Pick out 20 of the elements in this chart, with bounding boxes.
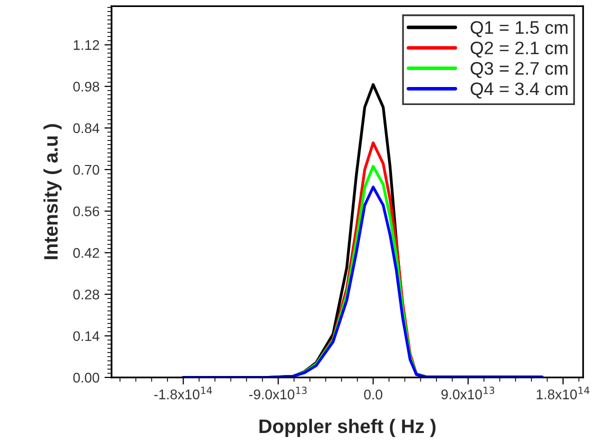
y-tick-label: 0.70 xyxy=(73,164,100,175)
y-tick-label: 0.28 xyxy=(73,290,100,300)
y-tick-label: 1.12 xyxy=(74,40,100,50)
y-tick-label: 0.00 xyxy=(73,372,100,383)
y-tick-label: 0.98 xyxy=(73,82,100,92)
y-tick-label: 0.42 xyxy=(73,248,100,258)
legend-label: Q1 = 1.5 cm xyxy=(470,21,568,38)
x-tick-label: -9.0x10$^{13}$ xyxy=(249,386,307,400)
y-axis-title: Intensity ( a.u ) xyxy=(43,124,62,260)
legend-label: Q4 = 3.4 cm xyxy=(470,82,568,98)
x-tick-label: 9.0x10$^{13}$ xyxy=(441,386,494,400)
y-tick-label: 0.84 xyxy=(73,123,100,134)
x-tick-label: 0.0 xyxy=(364,390,382,400)
y-tick-label: 0.14 xyxy=(73,331,100,342)
legend-label: Q2 = 2.1 cm xyxy=(470,42,568,58)
x-tick-label: 1.8x10$^{14}$ xyxy=(536,386,590,400)
y-tick-label: 0.56 xyxy=(73,206,100,216)
legend-label: Q3 = 2.7 cm xyxy=(470,62,568,78)
x-axis-title: Doppler sheft ( Hz ) xyxy=(260,418,436,437)
x-tick-label: -1.8x10$^{14}$ xyxy=(154,386,212,400)
